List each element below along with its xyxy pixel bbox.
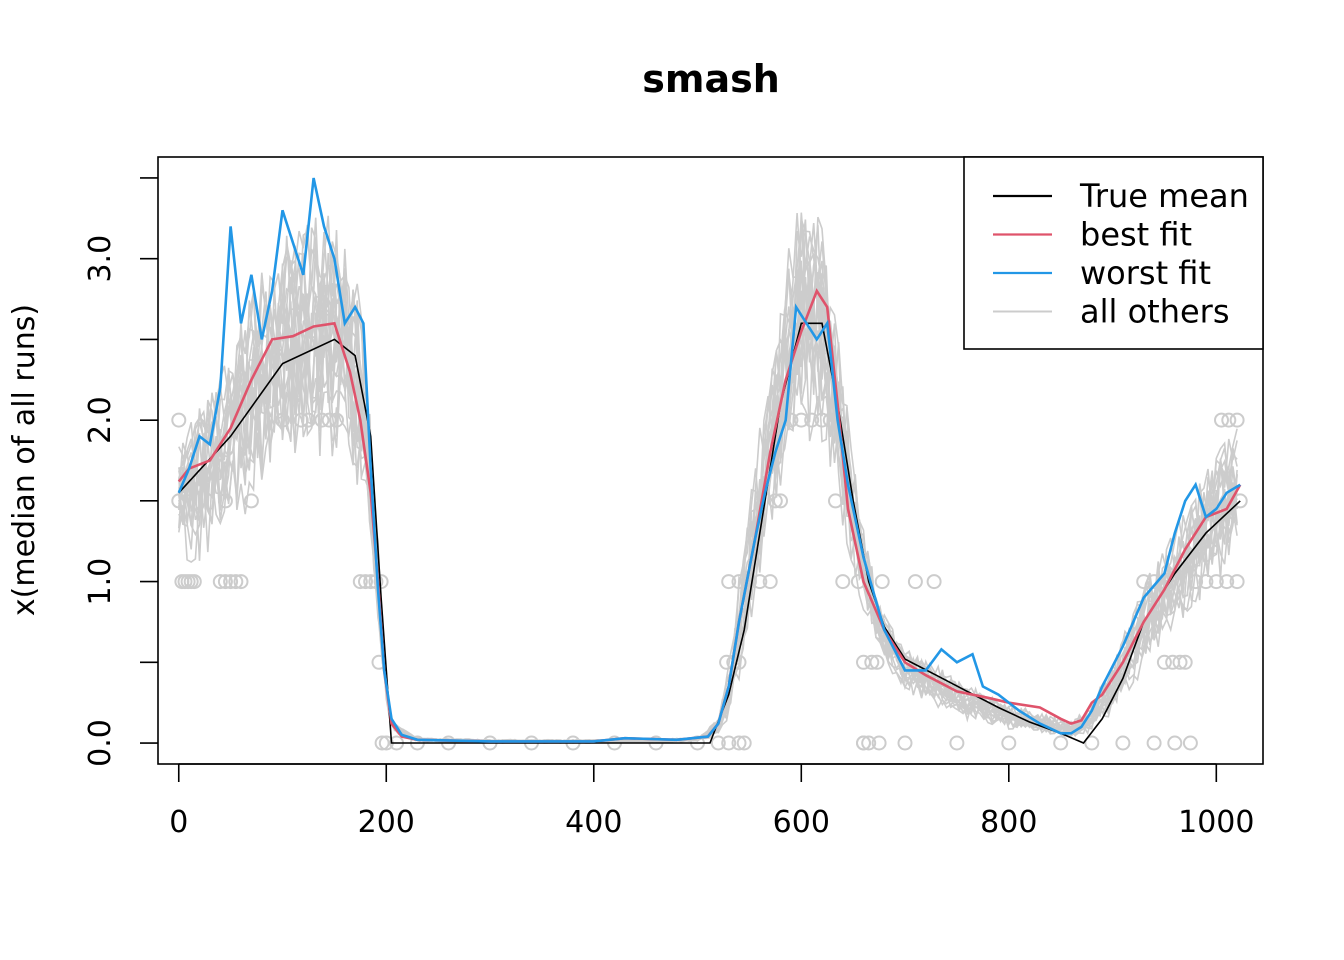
observation-point bbox=[731, 735, 747, 751]
legend-label: best fit bbox=[1080, 216, 1192, 254]
observation-point bbox=[1167, 735, 1183, 751]
observation-point bbox=[835, 574, 851, 590]
observation-point bbox=[1156, 654, 1172, 670]
observation-point bbox=[1115, 735, 1131, 751]
x-tick-label: 600 bbox=[773, 805, 830, 840]
observation-point bbox=[897, 735, 913, 751]
observation-point bbox=[1208, 574, 1224, 590]
observation-point bbox=[228, 574, 244, 590]
x-tick-label: 400 bbox=[565, 805, 622, 840]
observation-point bbox=[907, 574, 923, 590]
observation-point bbox=[856, 735, 871, 751]
observation-point bbox=[721, 735, 737, 751]
observation-point bbox=[1229, 412, 1245, 428]
observation-point bbox=[186, 574, 202, 590]
observation-point bbox=[1001, 735, 1017, 751]
other-run-line bbox=[178, 290, 1238, 744]
observation-point bbox=[926, 574, 942, 590]
observation-point bbox=[1182, 735, 1198, 751]
axes: 0 200 400 600 800 1000 0.0 1.0 2.0 3.0 bbox=[83, 156, 1264, 840]
x-tick-label: 1000 bbox=[1178, 805, 1254, 840]
observation-point bbox=[233, 574, 249, 590]
legend-label: True mean bbox=[1079, 177, 1249, 215]
plot-area bbox=[171, 177, 1248, 751]
observation-point bbox=[869, 654, 885, 670]
x-tick-label: 800 bbox=[980, 805, 1037, 840]
observation-point bbox=[217, 574, 233, 590]
observation-point bbox=[293, 412, 309, 428]
series-line-best-fit bbox=[177, 288, 1242, 743]
observation-point bbox=[767, 493, 783, 509]
observation-point bbox=[864, 654, 880, 670]
observation-point bbox=[949, 735, 965, 751]
y-tick-label: 1.0 bbox=[83, 558, 118, 606]
plot-clipped-group bbox=[171, 177, 1248, 751]
legend-box bbox=[963, 156, 1264, 350]
observation-point bbox=[871, 735, 887, 751]
observation-point bbox=[1053, 735, 1069, 751]
x-tick-label: 200 bbox=[358, 805, 415, 840]
observation-point bbox=[793, 412, 809, 428]
y-tick-label: 3.0 bbox=[83, 235, 118, 283]
observation-point bbox=[710, 735, 726, 751]
observation-point bbox=[1214, 412, 1229, 428]
other-run-line bbox=[178, 319, 1238, 744]
observation-point bbox=[223, 574, 239, 590]
observation-point bbox=[1198, 574, 1214, 590]
series-line-true-mean bbox=[178, 322, 1241, 744]
x-tick-label: 0 bbox=[169, 805, 188, 840]
other-run-line bbox=[178, 294, 1238, 744]
observation-point bbox=[358, 574, 373, 590]
observation-point bbox=[212, 574, 228, 590]
observation-point bbox=[1172, 654, 1188, 670]
observation-point bbox=[1146, 735, 1162, 751]
other-run-line bbox=[178, 213, 1238, 743]
legend-label: worst fit bbox=[1080, 254, 1211, 292]
observation-point bbox=[1177, 654, 1193, 670]
observation-point bbox=[874, 574, 890, 590]
observation-point bbox=[352, 574, 368, 590]
observation-point bbox=[374, 735, 390, 751]
y-axis-title: x(median of all runs) bbox=[7, 304, 42, 616]
y-tick-label: 2.0 bbox=[83, 396, 118, 444]
observation-point bbox=[762, 574, 778, 590]
y-tick-label: 0.0 bbox=[83, 719, 118, 767]
series-line-worst-fit bbox=[177, 177, 1241, 743]
other-run-line bbox=[178, 307, 1238, 744]
chart-title: smash bbox=[642, 57, 780, 101]
observation-point bbox=[861, 735, 877, 751]
observation-point bbox=[1229, 574, 1245, 590]
observation-point bbox=[1221, 412, 1237, 428]
observation-point bbox=[1219, 574, 1235, 590]
legend-label: all others bbox=[1080, 293, 1229, 331]
observation-point bbox=[1084, 735, 1100, 751]
observation-point bbox=[243, 493, 259, 509]
observation-point bbox=[736, 735, 752, 751]
observation-point bbox=[721, 574, 737, 590]
observation-point bbox=[171, 412, 187, 428]
